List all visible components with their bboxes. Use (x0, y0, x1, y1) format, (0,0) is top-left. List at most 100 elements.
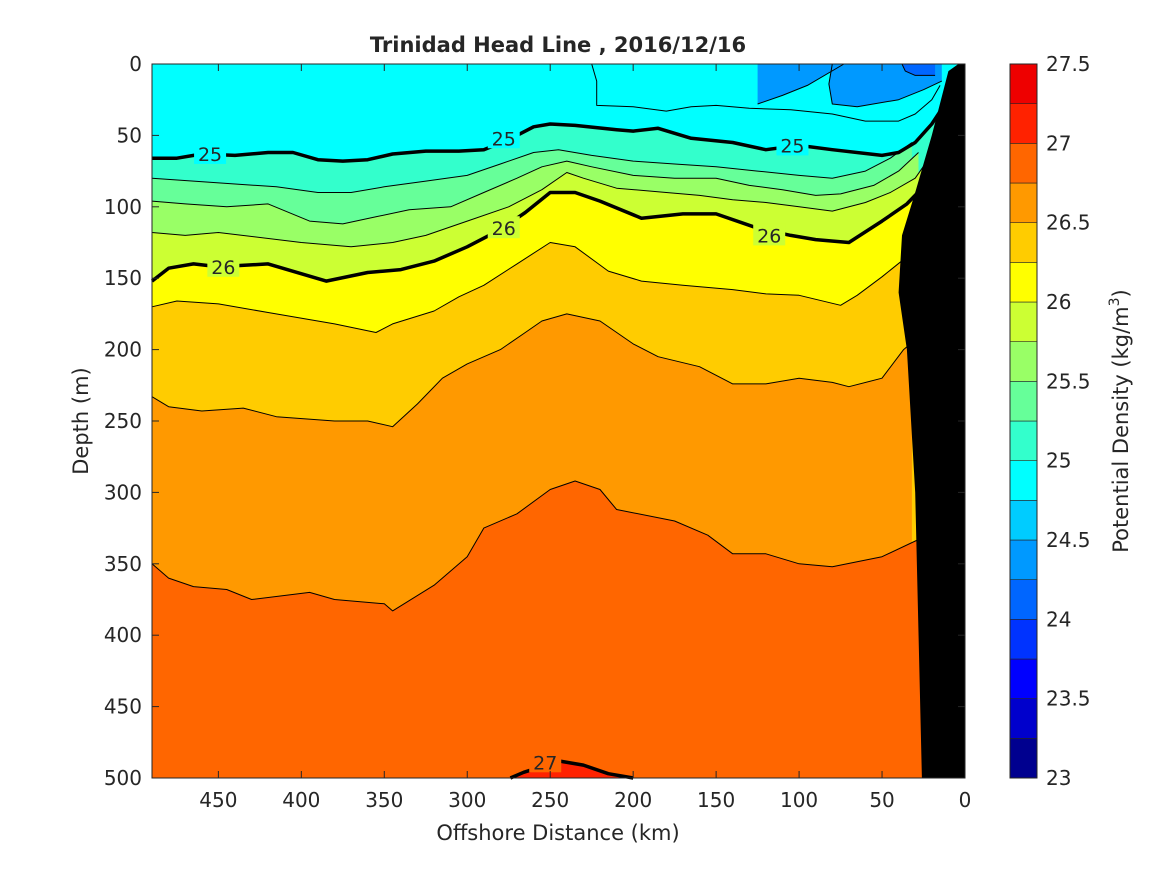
colorbar-tick-label: 26.5 (1046, 211, 1091, 235)
colorbar-swatch (1009, 658, 1038, 699)
y-tick-label: 450 (104, 695, 142, 719)
y-tick-label: 100 (104, 195, 142, 219)
colorbar-tick-label: 25.5 (1046, 369, 1091, 393)
colorbar-tick-label: 24 (1046, 607, 1071, 631)
contour-label-text: 26 (757, 225, 781, 247)
colorbar-swatch (1009, 420, 1038, 461)
contour-line-26 (150, 92, 954, 283)
contour-label: 26 (753, 223, 786, 247)
colorbar-swatch (1009, 103, 1038, 144)
contour-label: 27 (529, 750, 562, 774)
contour-label-bg (194, 141, 227, 164)
contour-label-text: 25 (492, 128, 516, 150)
band-24.5 (757, 64, 844, 104)
contour-line-26.5 (151, 313, 913, 428)
y-tick-label: 150 (104, 266, 142, 290)
colorbar-label-main: Potential Density (kg/m (1109, 306, 1133, 552)
colorbar-label: Potential Density (kg/m3) (1107, 289, 1133, 553)
y-axis: 0 50 100 150 200 250 300 350 400 450 500 (104, 52, 965, 790)
colorbar-swatch (1009, 698, 1038, 739)
contour-label: 26 (487, 216, 520, 240)
contour-label-bg (753, 223, 786, 246)
plot-area: 25 25 25 26 26 26 27 (150, 63, 966, 780)
colorbar-swatch (1009, 619, 1038, 660)
colorbar-tick-label: 26 (1046, 290, 1071, 314)
contour-lines (150, 63, 954, 780)
colorbar-frame (1009, 63, 1038, 779)
x-axis-label: Offshore Distance (km) (436, 821, 679, 845)
contour-label: 26 (207, 254, 240, 279)
contour-label-text: 27 (533, 752, 557, 774)
contour-line-26.75 (151, 480, 926, 612)
x-tick-label: 200 (614, 788, 652, 812)
x-tick-label: 50 (869, 788, 894, 812)
colorbar-label-suffix: ) (1109, 289, 1133, 297)
contour-label-text: 25 (198, 144, 222, 166)
colorbar-swatch (1009, 539, 1038, 580)
colorbar-tick-label: 27 (1046, 131, 1071, 155)
y-tick-label: 350 (104, 552, 142, 576)
colorbar-tick-label: 25 (1046, 449, 1071, 473)
contour-label-bg (776, 133, 809, 156)
contour-line-24.25 (901, 63, 936, 76)
contour-label-bg (487, 216, 520, 239)
x-tick-label: 0 (959, 788, 972, 812)
chart-title: Trinidad Head Line , 2016/12/16 (370, 33, 746, 57)
y-tick-label: 250 (104, 409, 142, 433)
colorbar-swatch (1009, 301, 1038, 342)
seafloor-land-mask (898, 64, 965, 778)
contour-line-24.75 (591, 63, 941, 122)
band-24.25 (902, 64, 936, 76)
contour-label: 25 (487, 126, 520, 150)
contour-line-24.5 (757, 63, 845, 105)
contour-labels: 25 25 25 26 26 26 27 (194, 126, 809, 774)
colorbar-swatch (1009, 182, 1038, 223)
colorbar-tick-label: 23 (1046, 766, 1071, 790)
contour-label: 25 (776, 133, 809, 157)
contour-label-text: 26 (211, 257, 235, 279)
x-tick-label: 150 (697, 788, 735, 812)
contour-line-26.25 (151, 235, 933, 333)
x-tick-label: 100 (780, 788, 818, 812)
y-axis-label: Depth (m) (69, 367, 93, 474)
y-tick-label: 500 (104, 766, 142, 790)
band-26.75 (152, 481, 965, 778)
y-tick-label: 300 (104, 480, 142, 504)
colorbar-swatch (1009, 579, 1038, 620)
density-fill-bands (152, 64, 965, 779)
colorbar-tick-label: 24.5 (1046, 528, 1091, 552)
y-tick-label: 0 (129, 52, 142, 76)
x-tick-label: 300 (448, 788, 486, 812)
contour-line-25.5 (151, 152, 919, 225)
contour-label-text: 26 (492, 218, 516, 240)
x-tick-label: 450 (199, 788, 237, 812)
colorbar-swatch (1009, 262, 1038, 303)
x-tick-label: 250 (531, 788, 569, 812)
colorbar-swatch (1009, 500, 1038, 541)
contour-line-25 (152, 103, 947, 163)
colorbar: 23 23.5 24 24.5 25 25.5 26 26.5 27 27.5 (1009, 52, 1091, 790)
colorbar-swatch (1009, 341, 1038, 382)
contour-label-bg (207, 254, 240, 277)
colorbar-label-superscript: 3 (1107, 297, 1123, 306)
contour-label-bg (529, 750, 562, 773)
colorbar-tick-label: 23.5 (1046, 687, 1091, 711)
y-tick-label: 200 (104, 338, 142, 362)
contour-line-25.25 (151, 142, 913, 193)
colorbar-swatch (1009, 381, 1038, 422)
colorbar-tick-label: 27.5 (1046, 52, 1091, 76)
colorbar-swatch (1009, 460, 1038, 501)
contour-line-25.75 (151, 149, 936, 248)
colorbar-swatch (1009, 143, 1038, 184)
contour-label: 25 (194, 141, 227, 166)
x-tick-label: 350 (365, 788, 403, 812)
x-axis: 450 400 350 300 250 200 150 100 50 0 (199, 64, 971, 812)
colorbar-swatch (1009, 63, 1038, 104)
contour-line-24.5 (828, 63, 943, 108)
y-tick-label: 50 (117, 123, 142, 147)
contour-label-bg (487, 126, 520, 149)
colorbar-swatch (1009, 222, 1038, 263)
colorbar-swatch (1009, 738, 1038, 779)
y-tick-label: 400 (104, 623, 142, 647)
